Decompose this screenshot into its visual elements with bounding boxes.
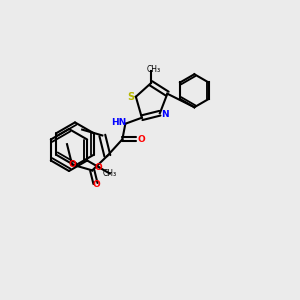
Text: HN: HN xyxy=(111,118,126,127)
Text: CH₃: CH₃ xyxy=(147,64,161,74)
Text: N: N xyxy=(161,110,169,119)
Text: O: O xyxy=(94,163,102,172)
Text: O: O xyxy=(68,160,76,169)
Text: O: O xyxy=(92,181,100,190)
Text: O: O xyxy=(137,135,145,144)
Text: S: S xyxy=(127,92,134,102)
Text: CH₃: CH₃ xyxy=(103,169,117,178)
